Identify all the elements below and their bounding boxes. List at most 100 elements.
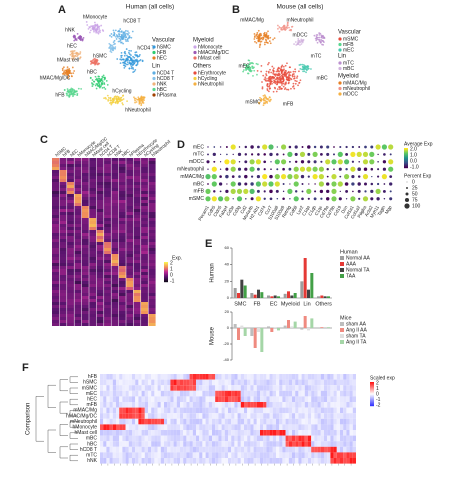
- heatmap-cell: [66, 287, 75, 290]
- cell-point: [71, 58, 74, 61]
- heatmap-cell: [212, 458, 216, 464]
- heatmap-cell: [74, 173, 82, 176]
- gene-label: C1qc: [314, 204, 324, 216]
- cell-point: [122, 33, 125, 36]
- heatmap-cell: [186, 441, 190, 447]
- heatmap-cell: [66, 185, 75, 188]
- legend-swatch: [340, 256, 344, 260]
- heatmap-cell: [148, 224, 156, 227]
- heatmap-cell: [96, 290, 104, 293]
- heatmap-cell: [160, 402, 164, 408]
- heatmap-cell: [308, 385, 312, 391]
- heatmap-cell: [126, 224, 134, 227]
- colorbar: [164, 280, 168, 282]
- heatmap-cell: [308, 446, 312, 453]
- heatmap-cell: [148, 194, 156, 197]
- heatmap-cell: [221, 390, 225, 397]
- bar: [270, 296, 274, 298]
- legend-swatch: [152, 71, 156, 75]
- heatmap-cell: [126, 251, 134, 254]
- heatmap-cell: [81, 176, 89, 179]
- heatmap-cell: [202, 413, 206, 419]
- dot: [331, 159, 337, 165]
- legend-swatch: [152, 93, 156, 97]
- heatmap-cell: [308, 435, 312, 442]
- heatmap-cell: [59, 296, 67, 299]
- heatmap-cell: [336, 379, 340, 386]
- legend-tick: 0: [376, 391, 379, 397]
- heatmap-cell: [260, 413, 264, 419]
- heatmap-cell: [148, 424, 152, 430]
- heatmap-cell: [160, 458, 164, 464]
- heatmap-cell: [279, 452, 283, 458]
- heatmap-cell: [298, 418, 302, 425]
- heatmap-cell: [66, 179, 75, 182]
- heatmap-cell: [126, 194, 134, 197]
- row-label: hMast cell: [74, 430, 97, 436]
- cell-point: [135, 59, 138, 62]
- heatmap-cell: [260, 441, 264, 447]
- heatmap-cell: [66, 170, 75, 173]
- dot: [388, 166, 394, 172]
- colorbar: [164, 262, 168, 264]
- heatmap-cell: [215, 452, 219, 458]
- heatmap-cell: [74, 206, 82, 209]
- heatmap-cell: [151, 446, 155, 453]
- heatmap-cell: [170, 435, 174, 442]
- cell-point: [68, 93, 71, 96]
- dot: [320, 197, 323, 200]
- heatmap-cell: [349, 435, 353, 442]
- dot: [238, 161, 241, 163]
- heatmap-cell: [81, 290, 89, 293]
- heatmap-cell: [279, 385, 283, 391]
- heatmap-cell: [282, 413, 286, 419]
- heatmap-cell: [256, 452, 260, 458]
- heatmap-cell: [164, 458, 168, 464]
- heatmap-cell: [59, 227, 67, 230]
- heatmap-cell: [133, 293, 141, 296]
- cell-point: [272, 38, 274, 41]
- heatmap-cell: [118, 314, 126, 317]
- heatmap-cell: [81, 221, 89, 224]
- heatmap-cell: [292, 390, 296, 397]
- heatmap-cell: [140, 164, 149, 167]
- heatmap-cell: [81, 242, 89, 245]
- heatmap-cell: [128, 441, 132, 447]
- heatmap-cell: [112, 385, 116, 391]
- heatmap-cell: [125, 402, 129, 408]
- heatmap-cell: [103, 407, 107, 414]
- heatmap-cell: [228, 441, 232, 447]
- cell-point: [268, 61, 270, 64]
- heatmap-cell: [352, 379, 356, 386]
- heatmap-cell: [140, 263, 149, 266]
- cell-point: [91, 79, 94, 81]
- cell-point: [109, 99, 112, 102]
- heatmap-cell: [66, 212, 75, 215]
- heatmap-cell: [59, 281, 67, 284]
- heatmap-cell: [148, 212, 156, 215]
- heatmap-cell: [250, 424, 254, 430]
- cell-point: [279, 69, 282, 72]
- cell-point: [268, 85, 271, 88]
- heatmap-cell: [132, 396, 136, 402]
- cell-point: [294, 70, 297, 73]
- dot: [307, 160, 311, 164]
- heatmap-cell: [141, 452, 145, 458]
- gene-label: Cd79a: [319, 204, 330, 218]
- cell-point: [73, 35, 76, 38]
- heatmap-cell: [111, 200, 119, 203]
- heatmap-cell: [285, 458, 289, 464]
- heatmap-cell: [218, 452, 222, 458]
- heatmap-cell: [148, 227, 156, 230]
- dot: [219, 161, 222, 163]
- bar: [300, 281, 304, 298]
- dot: [382, 189, 386, 193]
- heatmap-cell: [301, 430, 305, 436]
- heatmap-cell: [103, 379, 107, 386]
- colorbar: [164, 266, 168, 268]
- heatmap-cell: [240, 424, 244, 430]
- cell-point: [91, 26, 94, 28]
- heatmap-cell: [111, 158, 119, 161]
- heatmap-cell: [74, 191, 82, 194]
- dot: [236, 196, 243, 202]
